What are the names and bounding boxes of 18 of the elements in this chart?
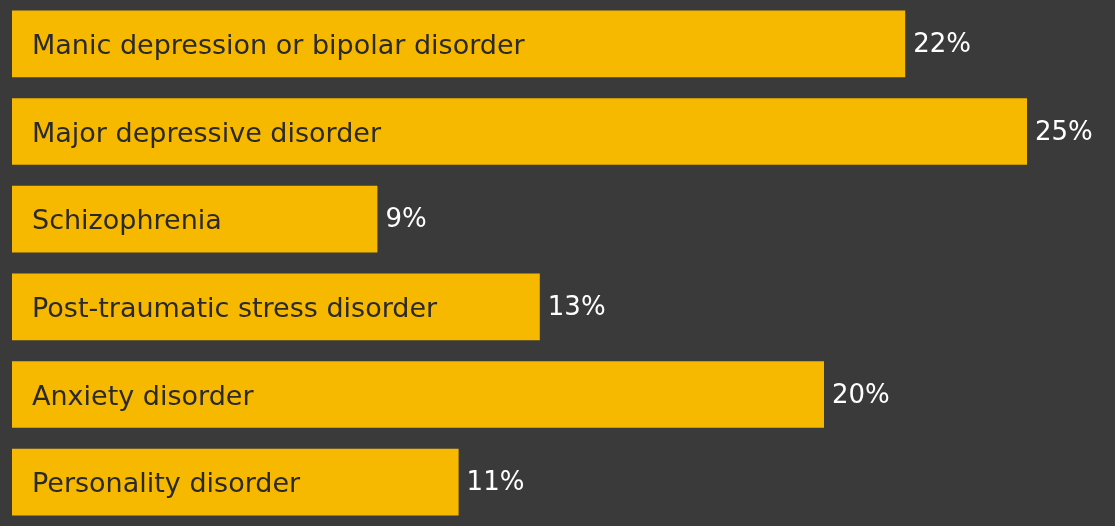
y-tick-label: Schizophrenia xyxy=(32,204,222,236)
bar xyxy=(12,10,906,78)
bar xyxy=(12,185,378,253)
data-label: 13% xyxy=(547,290,606,321)
bar xyxy=(12,98,1027,165)
data-label: 11% xyxy=(466,466,525,497)
y-tick-label: Post-traumatic stress disorder xyxy=(32,291,439,323)
y-tick-label: Anxiety disorder xyxy=(32,379,255,411)
y-tick-label: Personality disorder xyxy=(32,467,302,499)
bar xyxy=(12,273,540,341)
data-label: 25% xyxy=(1035,115,1093,146)
data-label: 20% xyxy=(832,378,890,409)
bar xyxy=(12,361,824,428)
y-tick-label: Manic depression or bipolar disorder xyxy=(32,28,526,60)
y-tick-label: Major depressive disorder xyxy=(32,116,382,148)
data-label: 9% xyxy=(385,203,427,234)
data-label: 22% xyxy=(913,27,971,58)
bar xyxy=(12,448,459,516)
